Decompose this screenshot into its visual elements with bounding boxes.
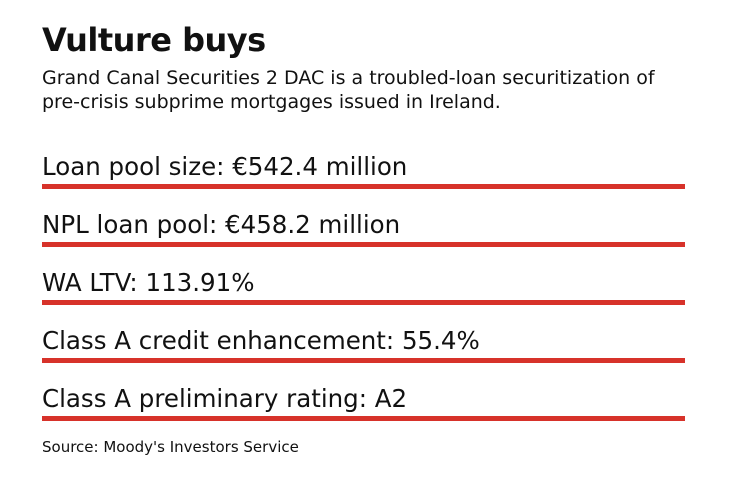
- stat-label: Class A preliminary rating: A2: [42, 384, 408, 413]
- stat-divider: [42, 242, 685, 247]
- page-title: Vulture buys: [42, 21, 266, 59]
- stat-label: WA LTV: 113.91%: [42, 268, 255, 297]
- stat-label: Loan pool size: €542.4 million: [42, 152, 408, 181]
- stat-label: Class A credit enhancement: 55.4%: [42, 326, 480, 355]
- stat-divider: [42, 184, 685, 189]
- subtitle: Grand Canal Securities 2 DAC is a troubl…: [42, 67, 655, 113]
- stat-divider: [42, 300, 685, 305]
- stat-item-npl-loan-pool: NPL loan pool: €458.2 million: [42, 208, 685, 263]
- source-note: Source: Moody's Investors Service: [42, 438, 299, 456]
- stat-label: NPL loan pool: €458.2 million: [42, 210, 401, 239]
- stat-item-class-a-preliminary-rating: Class A preliminary rating: A2: [42, 382, 685, 437]
- stat-item-wa-ltv: WA LTV: 113.91%: [42, 266, 685, 321]
- stat-item-loan-pool-size: Loan pool size: €542.4 million: [42, 150, 685, 205]
- stat-list: Loan pool size: €542.4 million NPL loan …: [42, 150, 685, 440]
- stat-divider: [42, 358, 685, 363]
- stat-item-class-a-credit-enhancement: Class A credit enhancement: 55.4%: [42, 324, 685, 379]
- stat-divider: [42, 416, 685, 421]
